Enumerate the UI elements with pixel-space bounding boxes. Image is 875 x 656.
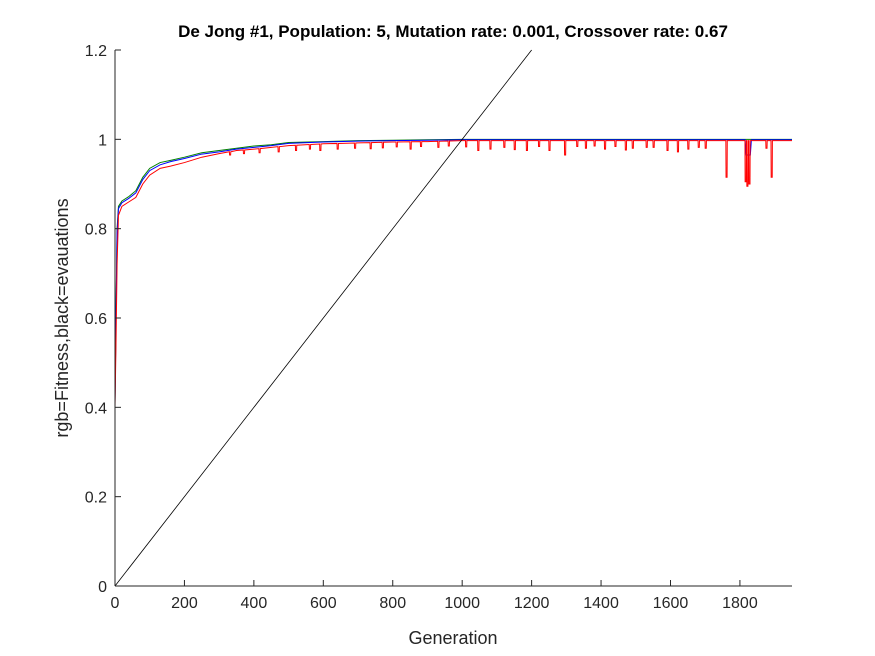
y-axis-label: rgb=Fitness,black=evauations: [52, 198, 72, 437]
y-tick-label: 0.6: [85, 311, 107, 328]
y-tick-label: 1: [98, 132, 107, 149]
x-tick-label: 1200: [514, 595, 550, 612]
y-tick-label: 1.2: [85, 43, 107, 60]
chart-title: De Jong #1, Population: 5, Mutation rate…: [178, 22, 728, 41]
axes-box: [115, 50, 792, 586]
x-tick-label: 1400: [583, 595, 619, 612]
series-line-1: [114, 139, 792, 403]
x-axis-label: Generation: [408, 628, 497, 648]
x-tick-label: 200: [171, 595, 198, 612]
x-ticks: 0 200 400 600 800 1000 1200 1400 1600 1800: [111, 580, 758, 612]
plot-area: 0 200 400 600 800 1000 1200 1400 1600 1800 0 0.2 0.…: [85, 43, 792, 612]
y-tick-label: 0.4: [85, 400, 107, 417]
x-tick-label: 400: [241, 595, 268, 612]
y-tick-label: 0.2: [85, 490, 107, 507]
series-line-3: [114, 49, 532, 587]
series-layer: [114, 49, 792, 587]
x-tick-label: 1600: [653, 595, 689, 612]
x-tick-label: 1800: [722, 595, 758, 612]
x-tick-label: 800: [379, 595, 406, 612]
y-tick-label: 0.8: [85, 222, 107, 239]
x-tick-label: 0: [111, 595, 120, 612]
series-line-2: [114, 140, 792, 408]
y-ticks: 0 0.2 0.4 0.6 0.8 1 1.2: [85, 43, 121, 596]
y-tick-label: 0: [98, 579, 107, 596]
x-tick-label: 1000: [444, 595, 480, 612]
x-tick-label: 600: [310, 595, 337, 612]
